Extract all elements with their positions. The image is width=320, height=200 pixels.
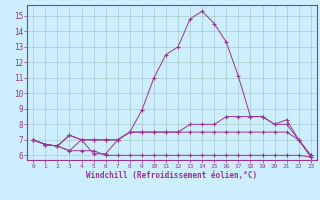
X-axis label: Windchill (Refroidissement éolien,°C): Windchill (Refroidissement éolien,°C)	[86, 171, 258, 180]
